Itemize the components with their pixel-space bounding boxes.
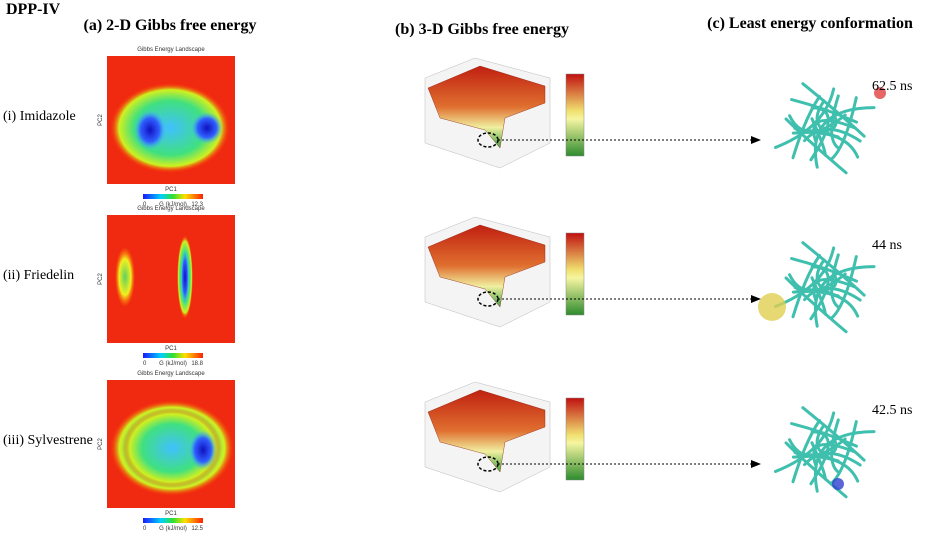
colorbar-3d xyxy=(565,232,585,316)
protein-ribbon xyxy=(774,411,836,473)
column-header: (a) 2-D Gibbs free energy xyxy=(84,17,257,34)
colorbar xyxy=(143,353,203,358)
protein-ribbon xyxy=(812,443,857,467)
protein-ribbon xyxy=(829,96,858,161)
row-label: (ii) Friedelin xyxy=(3,268,74,283)
y-axis-label: PC2 xyxy=(98,438,104,450)
heatmap-title: Gibbs Energy Landscape xyxy=(137,206,205,212)
protein-ribbon xyxy=(813,265,876,328)
colorbar-max: 12.5 xyxy=(191,526,203,532)
protein-ribbon xyxy=(788,113,847,134)
energy-surface xyxy=(427,389,546,473)
ligand xyxy=(874,87,886,99)
protein-ribbon xyxy=(791,253,822,319)
heatmap-region xyxy=(191,112,223,144)
protein-ribbon xyxy=(791,418,822,484)
ligand xyxy=(758,293,786,321)
heatmap-title: Gibbs Energy Landscape xyxy=(137,371,205,377)
column-header: (b) 3-D Gibbs free energy xyxy=(395,21,569,38)
colorbar-unit: G (kJ/mol) xyxy=(159,202,187,208)
energy-surface xyxy=(427,224,546,308)
colorbar-unit: G (kJ/mol) xyxy=(159,361,187,367)
colorbar-min: 0 xyxy=(143,361,147,367)
protein-ribbon xyxy=(813,106,876,169)
protein-ribbon xyxy=(784,276,848,334)
colorbar xyxy=(143,194,203,199)
colorbar xyxy=(143,518,203,523)
y-axis-label: PC2 xyxy=(98,114,104,126)
protein-ribbon xyxy=(788,272,847,293)
heatmap-region xyxy=(110,83,230,173)
colorbar-3d xyxy=(565,73,585,157)
colorbar-min: 0 xyxy=(143,526,147,532)
row: (i) Imidazole Gibbs Energy Landscape PC2 PC… xyxy=(3,47,912,208)
protein-ribbon xyxy=(788,437,847,458)
energy-surface xyxy=(427,65,546,149)
row: (iii) Sylvestrene Gibbs Energy Landscape P… xyxy=(3,371,912,532)
row-label: (i) Imidazole xyxy=(3,109,76,124)
protein-ribbon xyxy=(813,430,876,493)
protein-ribbon xyxy=(791,94,822,160)
rows: (i) Imidazole Gibbs Energy Landscape PC2 PC… xyxy=(3,47,912,532)
row-label: (iii) Sylvestrene xyxy=(3,433,93,448)
protein-ribbon xyxy=(829,255,858,320)
colorbar-max: 18.8 xyxy=(191,361,203,367)
heatmap-region xyxy=(134,110,166,150)
protein-ribbon xyxy=(812,119,857,143)
column-header: (c) Least energy conformation xyxy=(707,15,913,32)
colorbar-3d xyxy=(565,397,585,481)
colorbar-unit: G (kJ/mol) xyxy=(159,526,187,532)
protein-ribbon xyxy=(830,253,840,309)
protein-ribbon xyxy=(812,278,857,302)
heatmap-region xyxy=(181,249,189,305)
protein-ribbon xyxy=(774,87,836,149)
protein-ribbon xyxy=(784,441,848,499)
heatmap-region xyxy=(115,247,135,307)
y-axis-label: PC2 xyxy=(98,273,104,285)
protein-ribbon xyxy=(830,94,840,150)
heatmap-region xyxy=(189,430,217,470)
figure-title: DPP-IV xyxy=(6,1,61,18)
row: (ii) Friedelin Gibbs Energy Landscape PC2 P… xyxy=(3,206,902,367)
x-axis-label: PC1 xyxy=(165,346,177,352)
protein-ribbon xyxy=(830,418,840,474)
time-label: 42.5 ns xyxy=(872,403,912,418)
protein-ribbon xyxy=(784,117,848,175)
x-axis-label: PC1 xyxy=(165,511,177,517)
ligand xyxy=(832,478,844,490)
colorbar-min: 0 xyxy=(143,202,147,208)
x-axis-label: PC1 xyxy=(165,187,177,193)
heatmap-title: Gibbs Energy Landscape xyxy=(137,47,205,53)
time-label: 62.5 ns xyxy=(872,79,912,94)
colorbar-max: 12.3 xyxy=(191,202,203,208)
time-label: 44 ns xyxy=(872,238,902,253)
